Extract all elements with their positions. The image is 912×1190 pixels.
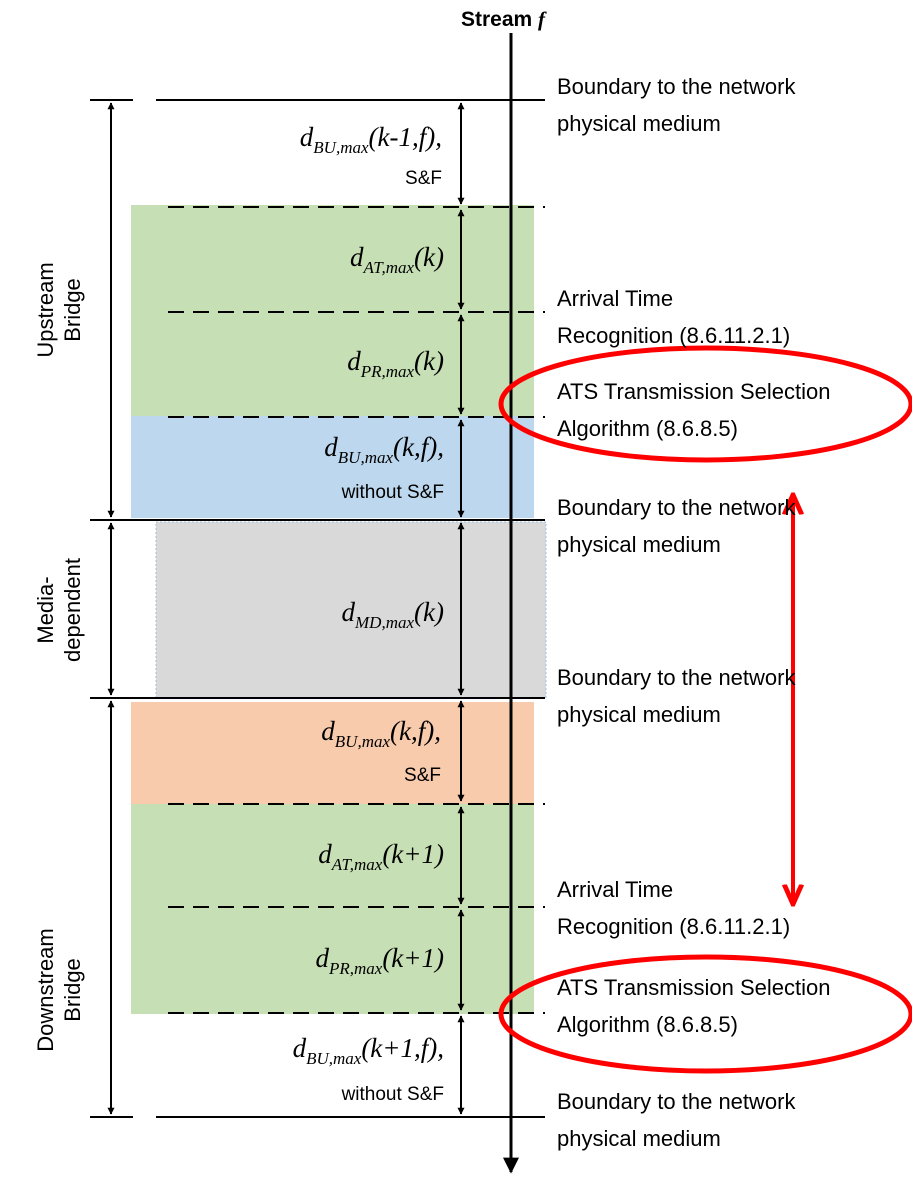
ats-downstream-highlight — [498, 954, 912, 1074]
delay-labels: dBU,max(k-1,f), S&F dAT,max(k) dPR,max(k… — [293, 122, 444, 1105]
ats-upstream-highlight — [498, 345, 912, 463]
point-atr-downstream-line-2: Recognition (8.6.11.2.1) — [557, 914, 790, 939]
section-labels: Upstream Bridge Media- dependent Downstr… — [33, 262, 85, 1051]
point-boundary-4-line-1: Boundary to the network — [557, 1089, 796, 1114]
point-atr-upstream-line-1: Arrival Time — [557, 286, 673, 311]
point-labels: Boundary to the network physical medium … — [557, 74, 830, 1151]
delay-at-downstream: dAT,max(k+1) — [318, 839, 444, 874]
point-boundary-3-line-2: physical medium — [557, 702, 721, 727]
section-upstream-line-2: Bridge — [60, 278, 85, 342]
point-boundary-1-line-1: Boundary to the network — [557, 74, 796, 99]
point-atr-upstream-line-2: Recognition (8.6.11.2.1) — [557, 323, 790, 348]
dashed-boundary-lines — [168, 206, 545, 1014]
delay-bu-downstream-nosf-note: without S&F — [341, 1084, 444, 1105]
upstream-bu-nosf-region — [131, 416, 534, 518]
delay-at-upstream: dAT,max(k) — [350, 242, 444, 277]
section-upstream-line-1: Upstream — [33, 262, 58, 357]
section-media-line-1: Media- — [33, 576, 58, 643]
stream-title: Stream f — [461, 7, 547, 31]
point-boundary-1-line-2: physical medium — [557, 111, 721, 136]
delay-bu-upstream-sf: dBU,max(k-1,f), — [300, 122, 442, 157]
point-boundary-4-line-2: physical medium — [557, 1126, 721, 1151]
red-highlights — [498, 345, 912, 1074]
delay-pr-upstream: dPR,max(k) — [347, 346, 444, 381]
downstream-at-pr-region — [131, 804, 534, 1014]
stream-title-symbol: f — [538, 7, 547, 31]
point-boundary-3-line-1: Boundary to the network — [557, 665, 796, 690]
stream-title-prefix: Stream — [461, 8, 538, 31]
delay-bu-downstream-sf: dBU,max(k,f), — [321, 716, 441, 751]
point-boundary-2-line-1: Boundary to the network — [557, 495, 796, 520]
point-ats-downstream-line-1: ATS Transmission Selection — [557, 975, 830, 1000]
section-downstream-line-1: Downstream — [33, 928, 58, 1051]
delay-pr-downstream: dPR,max(k+1) — [315, 943, 444, 978]
delay-bu-upstream-sf-note: S&F — [405, 168, 442, 189]
delay-bu-upstream-nosf: dBU,max(k,f), — [324, 432, 444, 467]
point-ats-upstream-line-2: Algorithm (8.6.8.5) — [557, 416, 738, 441]
downstream-bu-sf-region — [131, 702, 534, 804]
point-atr-downstream-line-1: Arrival Time — [557, 877, 673, 902]
section-downstream-line-2: Bridge — [60, 958, 85, 1022]
delay-bu-downstream-sf-note: S&F — [404, 765, 441, 786]
point-boundary-2-line-2: physical medium — [557, 532, 721, 557]
media-dependent-region — [155, 521, 547, 699]
section-media-line-2: dependent — [60, 558, 85, 662]
boundary-lines — [90, 99, 545, 1118]
point-ats-downstream-line-2: Algorithm (8.6.8.5) — [557, 1012, 738, 1037]
point-ats-upstream-line-1: ATS Transmission Selection — [557, 379, 830, 404]
delay-bu-upstream-nosf-note: without S&F — [341, 482, 444, 503]
upstream-at-pr-region — [131, 205, 534, 416]
delay-bu-downstream-nosf: dBU,max(k+1,f), — [293, 1033, 444, 1068]
delay-md: dMD,max(k) — [342, 597, 444, 632]
